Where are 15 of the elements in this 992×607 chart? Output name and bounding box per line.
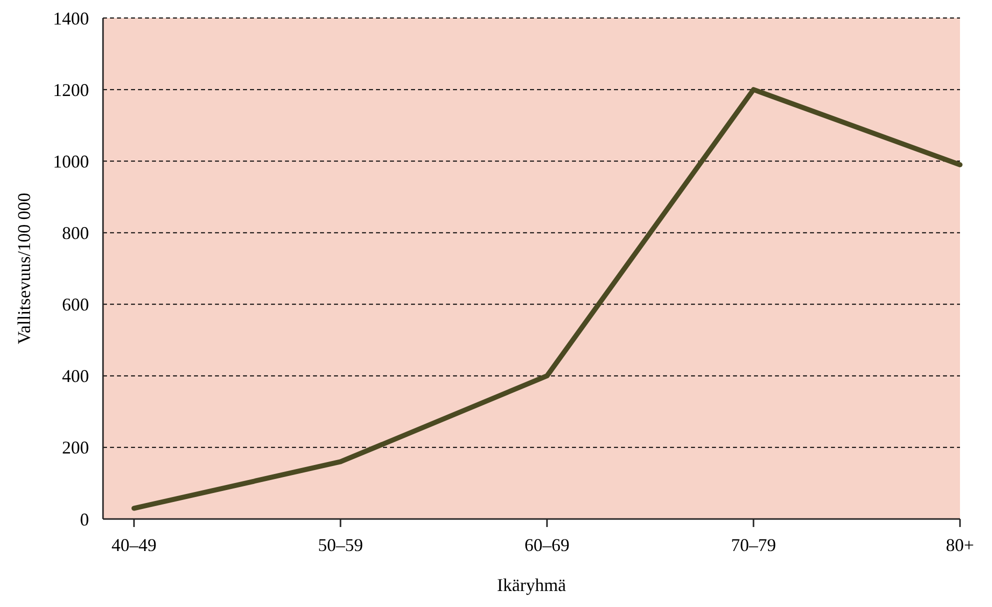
x-tick-label: 70–79 <box>731 535 776 555</box>
x-axis-title: Ikäryhmä <box>497 575 566 595</box>
y-axis-title: Vallitsevuus/100 000 <box>14 192 34 344</box>
x-tick-label: 50–59 <box>318 535 363 555</box>
y-tick-label: 1200 <box>53 80 89 100</box>
y-tick-label: 800 <box>62 223 89 244</box>
y-tick-label: 200 <box>62 438 89 458</box>
y-tick-label: 1400 <box>53 8 89 28</box>
x-tick-label: 80+ <box>946 535 974 555</box>
y-tick-label: 1000 <box>53 151 89 172</box>
x-tick-label: 40–49 <box>112 535 156 555</box>
y-tick-label: 0 <box>80 509 89 530</box>
x-tick-label: 60–69 <box>524 535 570 555</box>
y-tick-label: 600 <box>62 294 89 315</box>
y-tick-label: 400 <box>62 366 89 386</box>
